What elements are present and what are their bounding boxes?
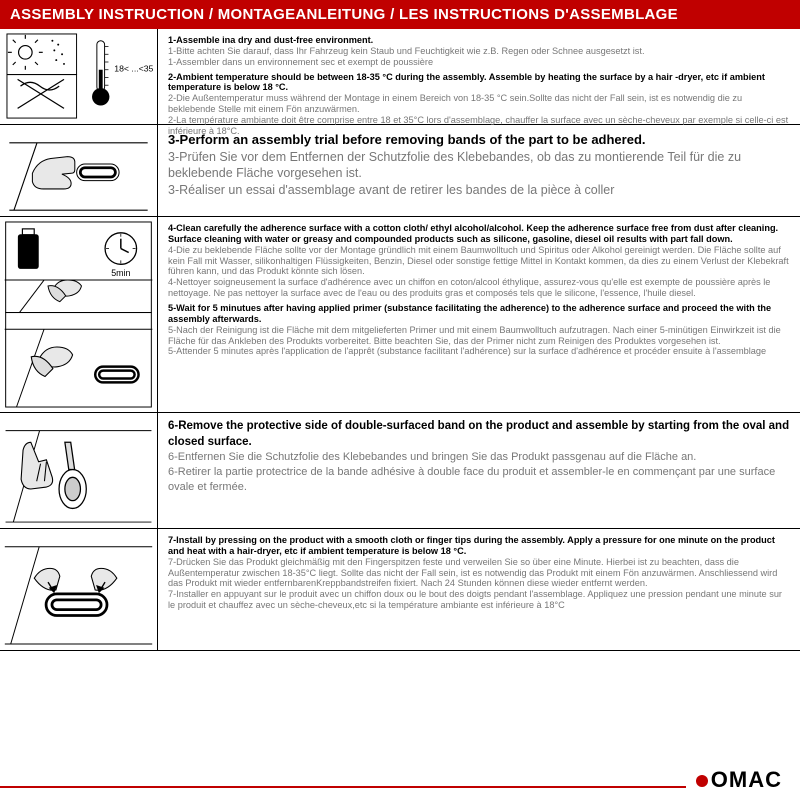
step-7-de: 7-Drücken Sie das Produkt gleichmäßig mi… [168,557,790,590]
instruction-text: 7-Install by pressing on the product wit… [158,529,800,650]
step-6-fr: 6-Retirer la partie protectrice de la ba… [168,465,790,495]
step-5-fr: 5-Attender 5 minutes après l'application… [168,346,790,357]
step-4-de: 4-Die zu beklebende Fläche sollte vor de… [168,245,790,278]
step-5-de: 5-Nach der Reinigung ist die Fläche mit … [168,325,790,347]
step-7-fr: 7-Installer en appuyant sur le produit a… [168,589,790,611]
step-2-en: 2-Ambient temperature should be between … [168,72,790,94]
instruction-text: 4-Clean carefully the adherence surface … [158,217,800,412]
step-3-fr: 3-Réaliser un essai d'assemblage avant d… [168,182,790,199]
logo-dot-icon [696,775,708,787]
page-title: ASSEMBLY INSTRUCTION / MONTAGEANLEITUNG … [0,0,800,29]
instruction-row: 3-Perform an assembly trial before remov… [0,125,800,217]
instruction-row: 6-Remove the protective side of double-s… [0,413,800,529]
step-3-de: 3-Prüfen Sie vor dem Entfernen der Schut… [168,149,790,183]
instruction-row: Alkol 5min [0,217,800,413]
instruction-row: 18< ...<35 C 1-Assemble ina dry and dust… [0,29,800,125]
step-1-de: 1-Bitte achten Sie darauf, dass Ihr Fahr… [168,46,790,57]
step-6-en: 6-Remove the protective side of double-s… [168,419,790,450]
step-2-de: 2-Die Außentemperatur muss während der M… [168,93,790,115]
step-4-en: 4-Clean carefully the adherence surface … [168,223,790,245]
step-4-fr: 4-Nettoyer soigneusement la surface d'ad… [168,277,790,299]
illustration-trial-fit [0,125,158,216]
footer-divider [0,786,686,788]
illustration-clean-primer: Alkol 5min [0,217,158,412]
step-1-en: 1-Assemble ina dry and dust-free environ… [168,35,790,46]
brand-logo: OMAC [696,767,782,793]
instruction-text: 1-Assemble ina dry and dust-free environ… [158,29,800,124]
step-1-fr: 1-Assembler dans un environnement sec et… [168,57,790,68]
step-5-en: 5-Wait for 5 minutues after having appli… [168,303,790,325]
instruction-text: 6-Remove the protective side of double-s… [158,413,800,528]
svg-text:5min: 5min [111,268,130,278]
step-7-en: 7-Install by pressing on the product wit… [168,535,790,557]
illustration-sun-thermometer: 18< ...<35 C [0,29,158,124]
svg-text:Alkol: Alkol [21,249,36,256]
instruction-row: 7-Install by pressing on the product wit… [0,529,800,651]
illustration-remove-tape [0,413,158,528]
step-6-de: 6-Entfernen Sie die Schutzfolie des Kleb… [168,450,790,465]
illustration-press-install [0,529,158,650]
footer: OMAC [0,760,800,800]
step-3-en: 3-Perform an assembly trial before remov… [168,131,790,149]
thermometer-label: 18< ...<35 C [114,64,153,74]
instruction-text: 3-Perform an assembly trial before remov… [158,125,800,216]
logo-text: OMAC [711,767,782,793]
